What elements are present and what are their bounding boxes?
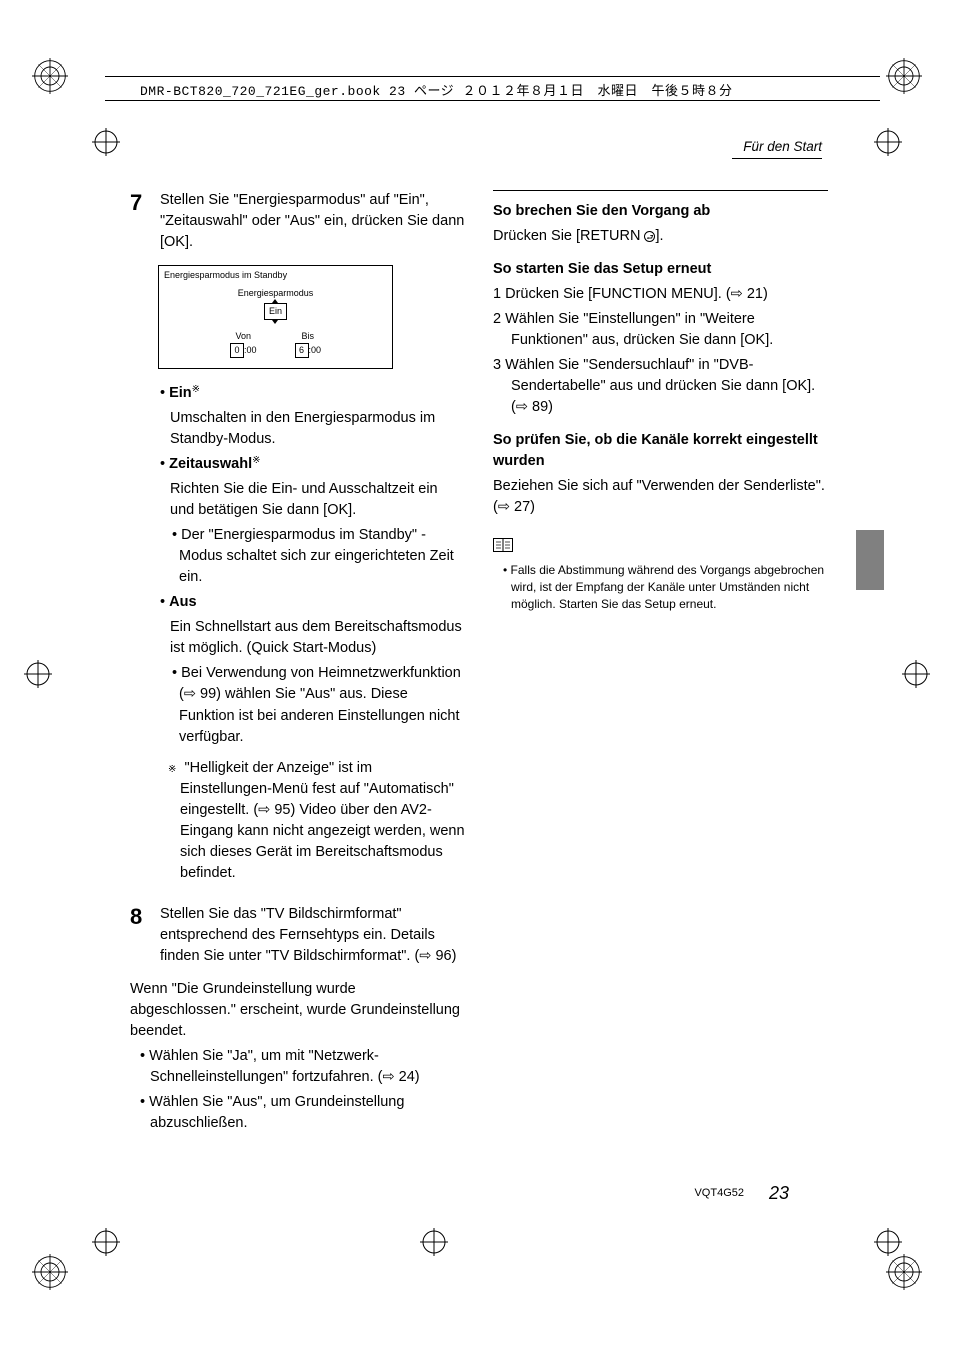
restart-step-1: 1 Drücken Sie [FUNCTION MENU]. (⇨ 21) (511, 284, 828, 305)
side-tab (856, 530, 884, 590)
to-label: Bis (295, 330, 322, 343)
header-rule (105, 100, 880, 101)
panel-value-row: Ein (164, 303, 387, 320)
footer-page: 23 (769, 1183, 789, 1204)
crop-mark-icon (32, 58, 68, 94)
completion-text: Wenn "Die Grundeinstellung wurde abgesch… (130, 979, 465, 1042)
from-min: :00 (244, 345, 257, 355)
aus-sub: • Bei Verwendung von Heimnetzwerkfunktio… (172, 663, 465, 747)
ein-heading: • Ein※ (160, 383, 465, 404)
note-text: • Falls die Abstimmung während des Vorga… (503, 562, 828, 612)
zeit-text: Richten Sie die Ein- und Ausschaltzeit e… (170, 479, 465, 521)
from-label: Von (230, 330, 257, 343)
ein-text: Umschalten in den Energiesparmodus im St… (170, 408, 465, 450)
crop-mark-icon (886, 1254, 922, 1290)
step-number: 7 (130, 187, 142, 219)
aus-heading: • Aus (160, 592, 465, 613)
crop-mark-icon (32, 1254, 68, 1290)
from-hour[interactable]: 0 (230, 343, 244, 358)
right-column: So brechen Sie den Vorgang ab Drücken Si… (493, 190, 828, 1138)
from-col: Von 0:00 (230, 330, 257, 358)
asterisk-note: ※ "Helligkeit der Anzeige" ist im Einste… (168, 758, 465, 884)
register-mark-icon (420, 1228, 448, 1256)
settings-panel: Energiesparmodus im Standby Energiesparm… (158, 265, 393, 369)
divider (493, 190, 828, 191)
restart-step-2: 2 Wählen Sie "Einstellungen" in "Weitere… (511, 309, 828, 351)
panel-title: Energiesparmodus im Standby (164, 269, 387, 282)
section-underline (732, 158, 822, 159)
step-8: 8 Stellen Sie das "TV Bildschirmformat" … (130, 904, 465, 967)
register-mark-icon (92, 1228, 120, 1256)
step-7-text: Stellen Sie "Energiesparmodus" auf "Ein"… (160, 190, 465, 253)
page: DMR-BCT820_720_721EG_ger.book 23 ページ ２０１… (0, 0, 954, 1348)
return-icon: ⮐ (644, 231, 655, 242)
content: 7 Stellen Sie "Energiesparmodus" auf "Ei… (130, 190, 830, 1138)
left-column: 7 Stellen Sie "Energiesparmodus" auf "Ei… (130, 190, 465, 1138)
check-heading: So prüfen Sie, ob die Kanäle korrekt ein… (493, 430, 828, 472)
register-mark-icon (874, 128, 902, 156)
time-row: Von 0:00 Bis 6:00 (164, 330, 387, 358)
register-mark-icon (874, 1228, 902, 1256)
to-hour[interactable]: 6 (295, 343, 309, 358)
restart-heading: So starten Sie das Setup erneut (493, 259, 828, 280)
zeit-heading: • Zeitauswahl※ (160, 454, 465, 475)
register-mark-icon (902, 660, 930, 688)
zeit-sub: • Der "Energiesparmodus im Standby" -Mod… (172, 525, 465, 588)
to-col: Bis 6:00 (295, 330, 322, 358)
mode-dropdown[interactable]: Ein (264, 303, 287, 320)
crop-mark-icon (886, 58, 922, 94)
step-number: 8 (130, 901, 142, 933)
step-8-text: Stellen Sie das "TV Bildschirmformat" en… (160, 904, 465, 967)
step-7: 7 Stellen Sie "Energiesparmodus" auf "Ei… (130, 190, 465, 253)
header-meta: DMR-BCT820_720_721EG_ger.book 23 ページ ２０１… (140, 80, 732, 99)
header-rule (105, 76, 880, 77)
completion-opt-2: • Wählen Sie "Aus", um Grundeinstellung … (140, 1092, 465, 1134)
section-label: Für den Start (743, 139, 822, 154)
restart-step-3: 3 Wählen Sie "Sendersuchlauf" in "DVB-Se… (511, 355, 828, 418)
abort-heading: So brechen Sie den Vorgang ab (493, 201, 828, 222)
aus-text: Ein Schnellstart aus dem Bereitschaftsmo… (170, 617, 465, 659)
register-mark-icon (24, 660, 52, 688)
abort-text: Drücken Sie [RETURN ⮐]. (493, 226, 828, 247)
completion-opt-1: • Wählen Sie "Ja", um mit "Netzwerk-Schn… (140, 1046, 465, 1088)
footer-code: VQT4G52 (694, 1187, 744, 1199)
to-min: :00 (309, 345, 322, 355)
note-icon (493, 538, 828, 559)
register-mark-icon (92, 128, 120, 156)
check-text: Beziehen Sie sich auf "Verwenden der Sen… (493, 476, 828, 518)
